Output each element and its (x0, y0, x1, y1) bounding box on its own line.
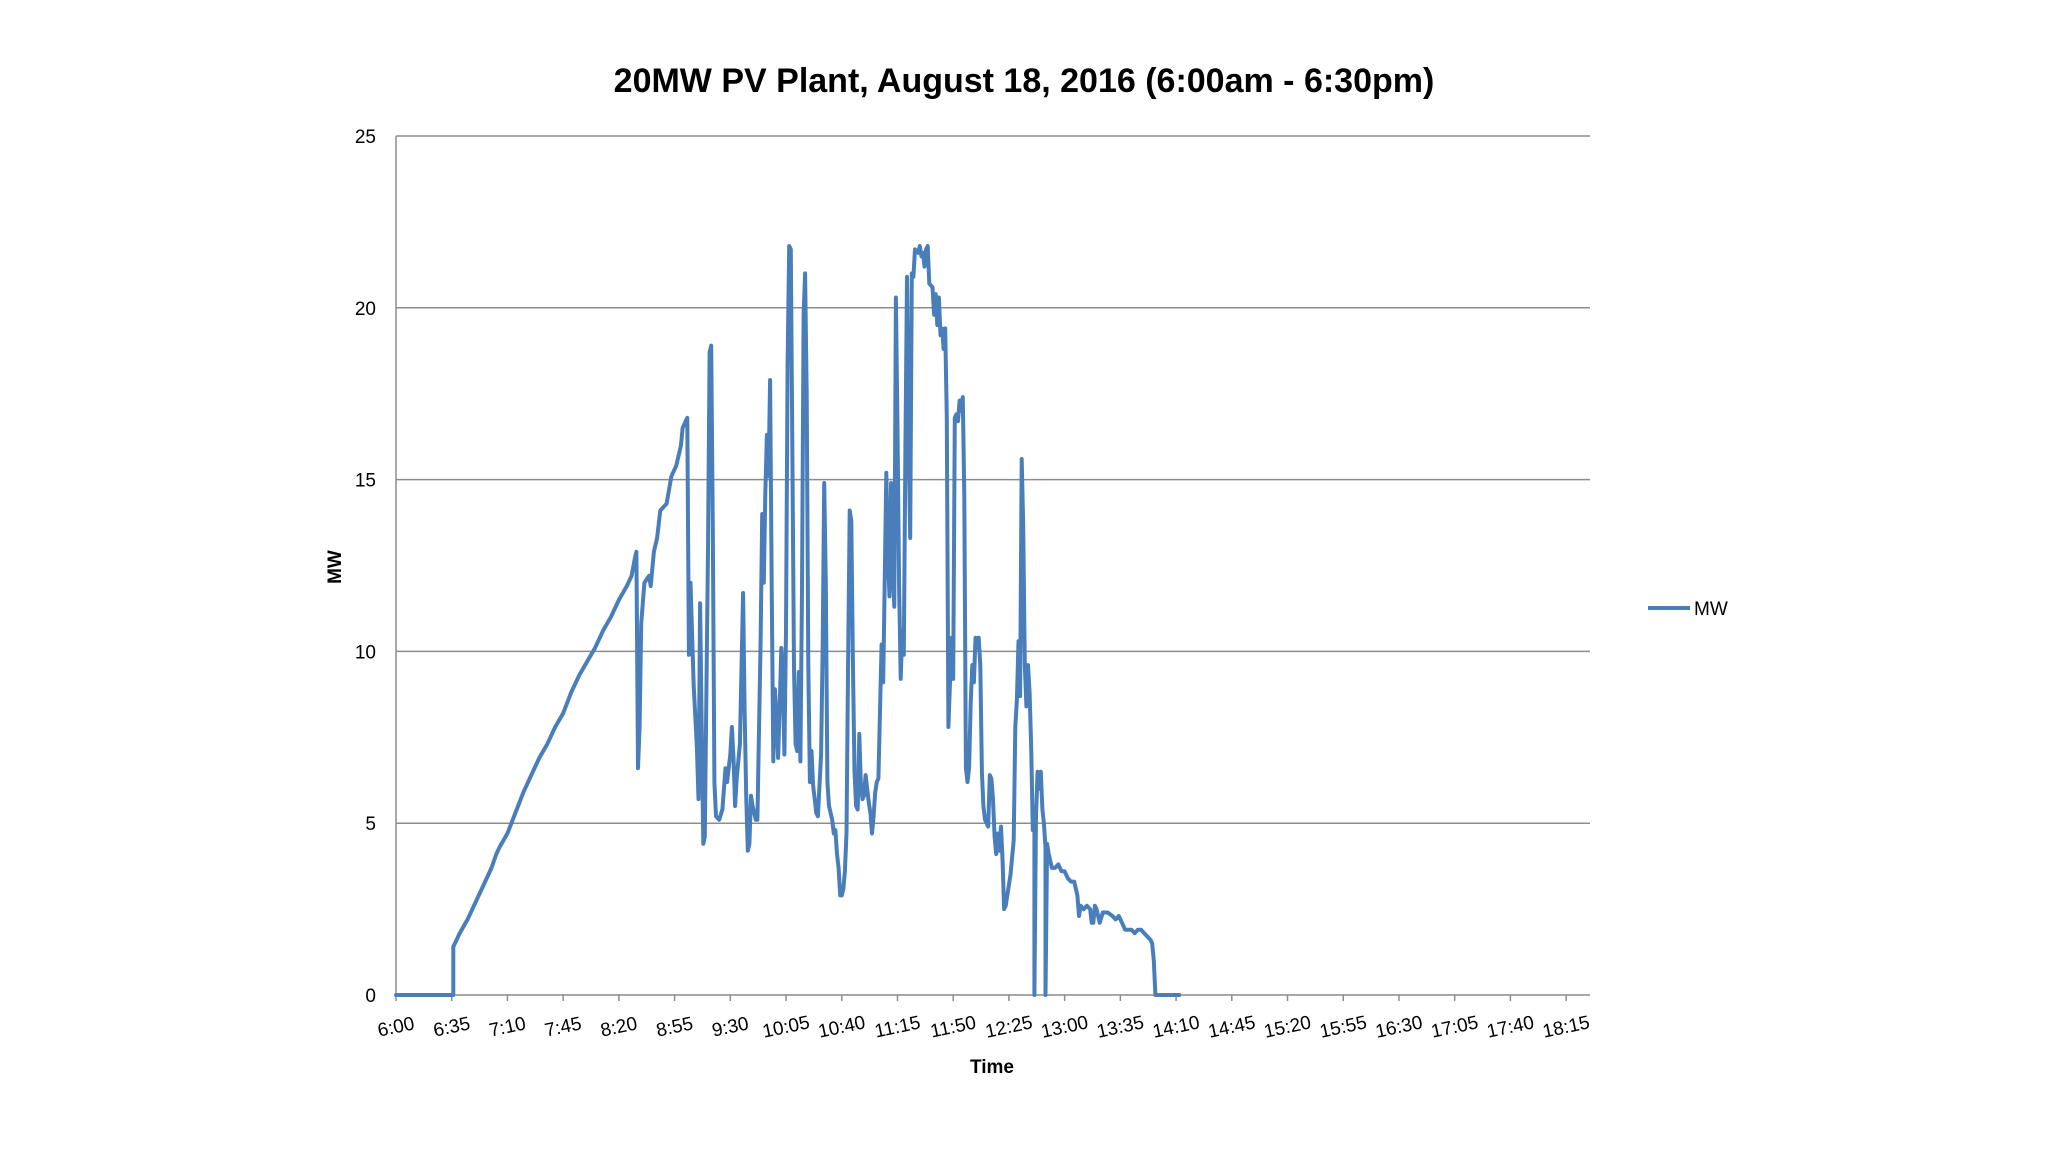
x-tick-label: 14:45 (1206, 1012, 1257, 1042)
y-tick-label: 10 (355, 642, 376, 663)
x-tick-label: 11:15 (873, 1012, 922, 1042)
x-tick-label: 13:35 (1095, 1012, 1146, 1042)
x-tick-label: 14:10 (1151, 1012, 1202, 1042)
x-tick-label: 6:35 (432, 1013, 473, 1041)
y-tick-label: 15 (355, 471, 376, 492)
x-tick-label: 6:00 (376, 1013, 417, 1041)
y-tick-labels: 0 5 10 15 20 25 (355, 127, 376, 1007)
legend-label-mw: MW (1694, 599, 1728, 620)
y-tick-label: 5 (365, 814, 376, 835)
legend: MW (1648, 599, 1728, 620)
x-tick-label: 10:40 (816, 1012, 867, 1042)
y-axis-title: MW (325, 550, 346, 584)
x-tick-label: 7:45 (543, 1013, 584, 1041)
x-tick-label: 15:55 (1318, 1012, 1369, 1042)
x-tick-label: 13:00 (1039, 1012, 1090, 1042)
x-tick-label: 12:25 (984, 1012, 1035, 1042)
x-axis-title: Time (970, 1057, 1014, 1078)
x-tick-label: 9:30 (710, 1013, 751, 1041)
x-tick-label: 8:20 (599, 1013, 640, 1041)
gridlines (396, 135, 1590, 824)
x-tick-label: 8:55 (654, 1013, 695, 1041)
axes (395, 136, 1590, 1001)
series-layer (394, 244, 1182, 997)
chart-title: 20MW PV Plant, August 18, 2016 (6:00am -… (613, 62, 1435, 100)
x-tick-label: 17:05 (1429, 1012, 1480, 1042)
x-tick-label: 10:05 (761, 1012, 812, 1042)
y-tick-label: 25 (355, 127, 376, 148)
x-tick-label: 15:20 (1262, 1012, 1313, 1042)
x-tick-label: 17:40 (1485, 1012, 1536, 1042)
y-tick-label: 20 (355, 299, 376, 320)
x-tick-label: 11:50 (929, 1012, 978, 1042)
y-tick-label: 0 (365, 986, 376, 1007)
x-tick-label: 18:15 (1541, 1012, 1592, 1042)
x-tick-label: 7:10 (487, 1013, 528, 1041)
x-tick-label: 16:30 (1374, 1012, 1425, 1042)
series-line-mw (394, 244, 1182, 997)
x-tick-labels: 6:00 6:35 7:10 7:45 8:20 8:55 9:30 10:05 10:40 11… (376, 1012, 1592, 1042)
